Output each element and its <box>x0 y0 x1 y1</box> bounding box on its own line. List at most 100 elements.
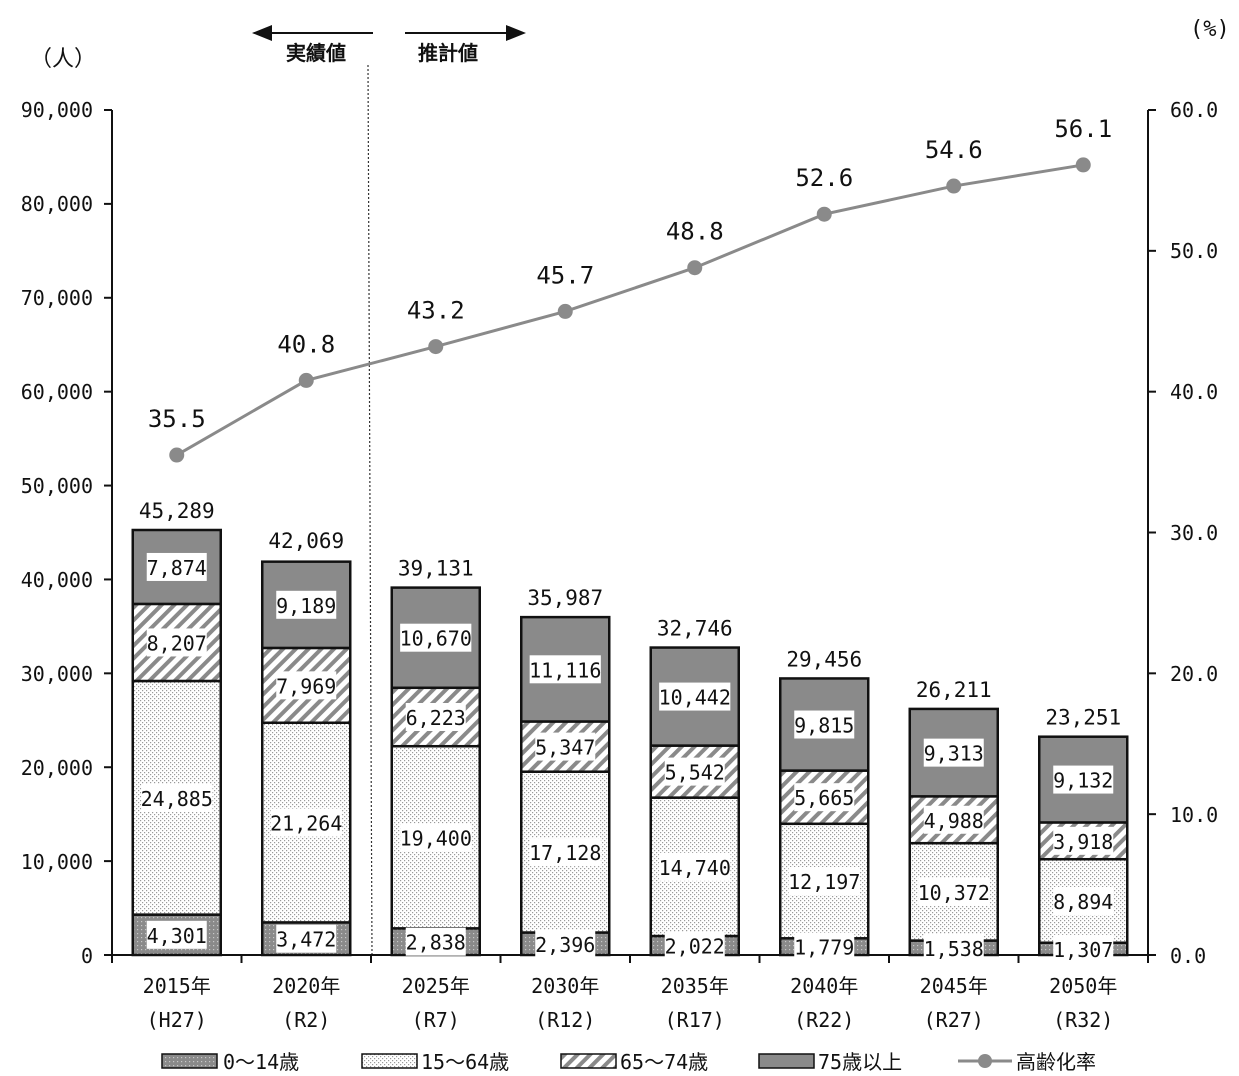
y-tick-2: 20,000 <box>21 756 93 780</box>
x-subcategory-label: (R27) <box>924 1008 984 1032</box>
data-label-background <box>923 933 984 962</box>
data-label: 17,128 <box>529 841 601 865</box>
x-category-label: 2035年 <box>661 974 729 998</box>
aging-rate-label: 48.8 <box>666 218 724 246</box>
aging-rate-line: 35.5 40.8 43.2 45.7 48.8 52.6 54.6 56.1 <box>148 115 1112 463</box>
data-label: 11,116 <box>529 658 601 682</box>
y2-tick-2: 20.0 <box>1170 662 1218 686</box>
y2-tick-4: 40.0 <box>1170 380 1218 404</box>
data-label: 9,313 <box>924 742 984 766</box>
left-unit-label: （人） <box>30 47 96 72</box>
data-label-background <box>400 823 472 852</box>
period-annotation: 実績値 推計値 <box>252 25 526 956</box>
y-tick-9: 90,000 <box>21 98 93 122</box>
aging-rate-point <box>169 447 185 463</box>
data-label-background <box>664 757 725 786</box>
aging-rate-polyline <box>176 163 1084 457</box>
data-label: 8,207 <box>147 631 207 655</box>
data-label-background <box>146 552 207 581</box>
legend-swatch-65-74 <box>560 1053 617 1069</box>
y-tick-1: 10,000 <box>21 850 93 874</box>
data-label-background <box>1053 765 1114 794</box>
right-unit-label: (%) <box>1190 17 1230 42</box>
legend-swatch-75-plus <box>758 1053 815 1069</box>
aging-rate-point <box>557 303 573 319</box>
y-tick-7: 70,000 <box>21 286 93 310</box>
legend-swatch-0-14 <box>161 1053 218 1069</box>
data-label: 5,542 <box>665 761 725 785</box>
aging-rate-label: 40.8 <box>277 330 335 358</box>
aging-rate-point <box>687 260 703 276</box>
total-label: 29,456 <box>786 647 862 671</box>
data-label-background <box>405 702 466 731</box>
data-label-background <box>1053 826 1114 855</box>
data-label: 1,538 <box>924 937 984 961</box>
legend-label-65-74: 65～74歳 <box>620 1050 708 1074</box>
data-label: 3,472 <box>276 928 336 952</box>
data-label-background <box>923 805 984 834</box>
data-label: 2,022 <box>665 935 725 959</box>
data-label: 10,372 <box>918 881 990 905</box>
data-label-background <box>405 927 466 956</box>
legend-label-75-plus: 75歳以上 <box>818 1050 902 1074</box>
data-label-background <box>1053 886 1114 915</box>
x-subcategory-label: (R22) <box>794 1008 854 1032</box>
x-subcategory-label: (R17) <box>665 1008 725 1032</box>
data-label: 10,670 <box>400 627 472 651</box>
y2-tick-1: 10.0 <box>1170 803 1218 827</box>
aging-rate-label: 43.2 <box>407 297 465 325</box>
x-category-label: 2050年 <box>1049 974 1117 998</box>
aging-rate-point <box>298 372 314 388</box>
tick-marks <box>104 109 1156 963</box>
aging-rate-label: 52.6 <box>795 164 853 192</box>
x-category-label: 2020年 <box>272 974 340 998</box>
y-tick-5: 50,000 <box>21 474 93 498</box>
data-label-background <box>1053 934 1114 963</box>
aging-rate-label: 35.5 <box>148 405 206 433</box>
aging-rate-point <box>1075 157 1091 173</box>
data-label: 10,442 <box>659 686 731 710</box>
left-tick-labels: 0 10,000 20,000 30,000 40,000 50,000 60,… <box>21 98 93 968</box>
data-label: 19,400 <box>400 826 472 850</box>
data-label: 5,665 <box>794 786 854 810</box>
data-label-background <box>535 732 596 761</box>
data-label: 21,264 <box>270 812 342 836</box>
x-category-label: 2030年 <box>531 974 599 998</box>
data-label-background <box>664 931 725 960</box>
data-label-background <box>794 932 855 961</box>
data-label: 4,988 <box>924 809 984 833</box>
data-label: 14,740 <box>659 856 731 880</box>
data-label: 4,301 <box>147 924 207 948</box>
y-tick-8: 80,000 <box>21 192 93 216</box>
legend-swatch-15-64 <box>361 1053 418 1069</box>
bars: 4,301 24,885 8,207 7,874 45,289 3,472 21,264 7,… <box>131 499 1129 963</box>
data-label-background <box>794 783 855 812</box>
data-label: 9,132 <box>1053 769 1113 793</box>
data-label: 1,779 <box>794 936 854 960</box>
legend-label-15-64: 15～64歳 <box>421 1050 509 1074</box>
y-tick-6: 60,000 <box>21 380 93 404</box>
data-label-background <box>918 877 990 906</box>
arrow-right-icon <box>506 25 526 41</box>
arrow-left-icon <box>252 25 272 41</box>
projected-label: 推計値 <box>418 41 478 65</box>
data-label: 9,815 <box>794 714 854 738</box>
y2-tick-3: 30.0 <box>1170 521 1218 545</box>
aging-rate-label: 45.7 <box>536 261 594 289</box>
x-category-label: 2025年 <box>402 974 470 998</box>
y2-tick-5: 50.0 <box>1170 239 1218 263</box>
total-label: 45,289 <box>139 499 215 523</box>
x-category-label: 2015年 <box>143 974 211 998</box>
x-subcategory-label: (H27) <box>147 1008 207 1032</box>
actual-projected-divider <box>367 64 373 956</box>
total-label: 26,211 <box>916 678 992 702</box>
data-label-background <box>270 808 342 837</box>
data-label: 2,838 <box>406 931 466 955</box>
data-label-background <box>535 929 596 958</box>
aging-rate-label: 54.6 <box>925 136 983 164</box>
data-label-background <box>276 924 337 953</box>
data-label: 7,969 <box>276 674 336 698</box>
data-label-background <box>276 671 337 700</box>
y-tick-3: 30,000 <box>21 662 93 686</box>
